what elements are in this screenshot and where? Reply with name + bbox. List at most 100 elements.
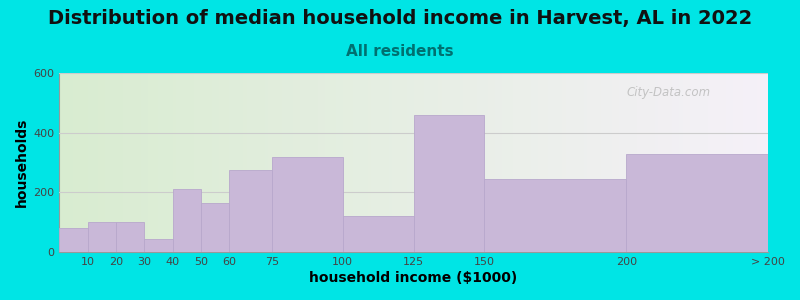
Bar: [357, 73, 361, 252]
Bar: [230, 73, 233, 252]
Bar: [392, 73, 396, 252]
Bar: [300, 73, 304, 252]
Bar: [498, 73, 502, 252]
Bar: [622, 73, 626, 252]
Bar: [346, 73, 350, 252]
Bar: [722, 73, 726, 252]
Bar: [98, 73, 102, 252]
Bar: [176, 73, 180, 252]
Bar: [647, 73, 651, 252]
Bar: [190, 73, 194, 252]
Bar: [502, 73, 506, 252]
Text: Distribution of median household income in Harvest, AL in 2022: Distribution of median household income …: [48, 9, 752, 28]
Bar: [94, 73, 98, 252]
Bar: [91, 73, 94, 252]
Bar: [354, 73, 357, 252]
Bar: [258, 73, 261, 252]
Bar: [694, 73, 697, 252]
Bar: [87, 73, 91, 252]
Bar: [70, 73, 74, 252]
Bar: [711, 73, 715, 252]
Bar: [555, 73, 559, 252]
Bar: [438, 73, 442, 252]
Bar: [658, 73, 662, 252]
Bar: [609, 73, 612, 252]
Bar: [506, 73, 510, 252]
Bar: [761, 73, 765, 252]
Bar: [261, 73, 265, 252]
Bar: [339, 73, 342, 252]
Bar: [417, 73, 421, 252]
Y-axis label: households: households: [15, 118, 29, 207]
Bar: [406, 73, 410, 252]
Bar: [329, 73, 332, 252]
Bar: [485, 179, 626, 252]
Bar: [690, 73, 694, 252]
Bar: [516, 73, 520, 252]
Bar: [584, 73, 587, 252]
Bar: [62, 73, 66, 252]
Bar: [106, 73, 109, 252]
Bar: [378, 73, 382, 252]
Bar: [562, 73, 566, 252]
Bar: [282, 73, 286, 252]
Bar: [634, 73, 637, 252]
Bar: [758, 73, 761, 252]
Bar: [651, 73, 654, 252]
Bar: [155, 73, 158, 252]
Bar: [463, 73, 466, 252]
Bar: [577, 73, 580, 252]
Bar: [59, 73, 62, 252]
Bar: [644, 73, 647, 252]
Bar: [718, 73, 722, 252]
Bar: [470, 73, 474, 252]
Bar: [754, 73, 758, 252]
Bar: [59, 228, 87, 252]
Bar: [530, 73, 534, 252]
Bar: [137, 73, 141, 252]
Bar: [523, 73, 527, 252]
Bar: [141, 73, 144, 252]
Bar: [102, 73, 106, 252]
Bar: [158, 73, 162, 252]
Bar: [736, 73, 740, 252]
Bar: [236, 73, 240, 252]
Bar: [594, 73, 598, 252]
Bar: [573, 73, 577, 252]
Bar: [491, 73, 495, 252]
Bar: [173, 189, 201, 252]
Bar: [109, 73, 112, 252]
Bar: [403, 73, 406, 252]
Bar: [708, 73, 711, 252]
Bar: [272, 73, 275, 252]
Bar: [130, 73, 134, 252]
Bar: [230, 170, 272, 252]
Bar: [619, 73, 622, 252]
X-axis label: household income ($1000): household income ($1000): [310, 271, 518, 285]
Bar: [336, 73, 339, 252]
Bar: [662, 73, 666, 252]
Bar: [87, 222, 116, 252]
Bar: [250, 73, 254, 252]
Bar: [616, 73, 619, 252]
Bar: [126, 73, 130, 252]
Bar: [148, 73, 151, 252]
Bar: [81, 73, 84, 252]
Bar: [630, 73, 634, 252]
Bar: [446, 73, 449, 252]
Bar: [538, 73, 542, 252]
Bar: [637, 73, 641, 252]
Bar: [626, 73, 630, 252]
Bar: [679, 73, 683, 252]
Bar: [421, 73, 424, 252]
Bar: [587, 73, 591, 252]
Bar: [566, 73, 570, 252]
Bar: [726, 73, 729, 252]
Bar: [485, 73, 488, 252]
Bar: [641, 73, 644, 252]
Bar: [116, 73, 119, 252]
Bar: [602, 73, 605, 252]
Text: City-Data.com: City-Data.com: [626, 85, 710, 98]
Bar: [765, 73, 768, 252]
Bar: [570, 73, 573, 252]
